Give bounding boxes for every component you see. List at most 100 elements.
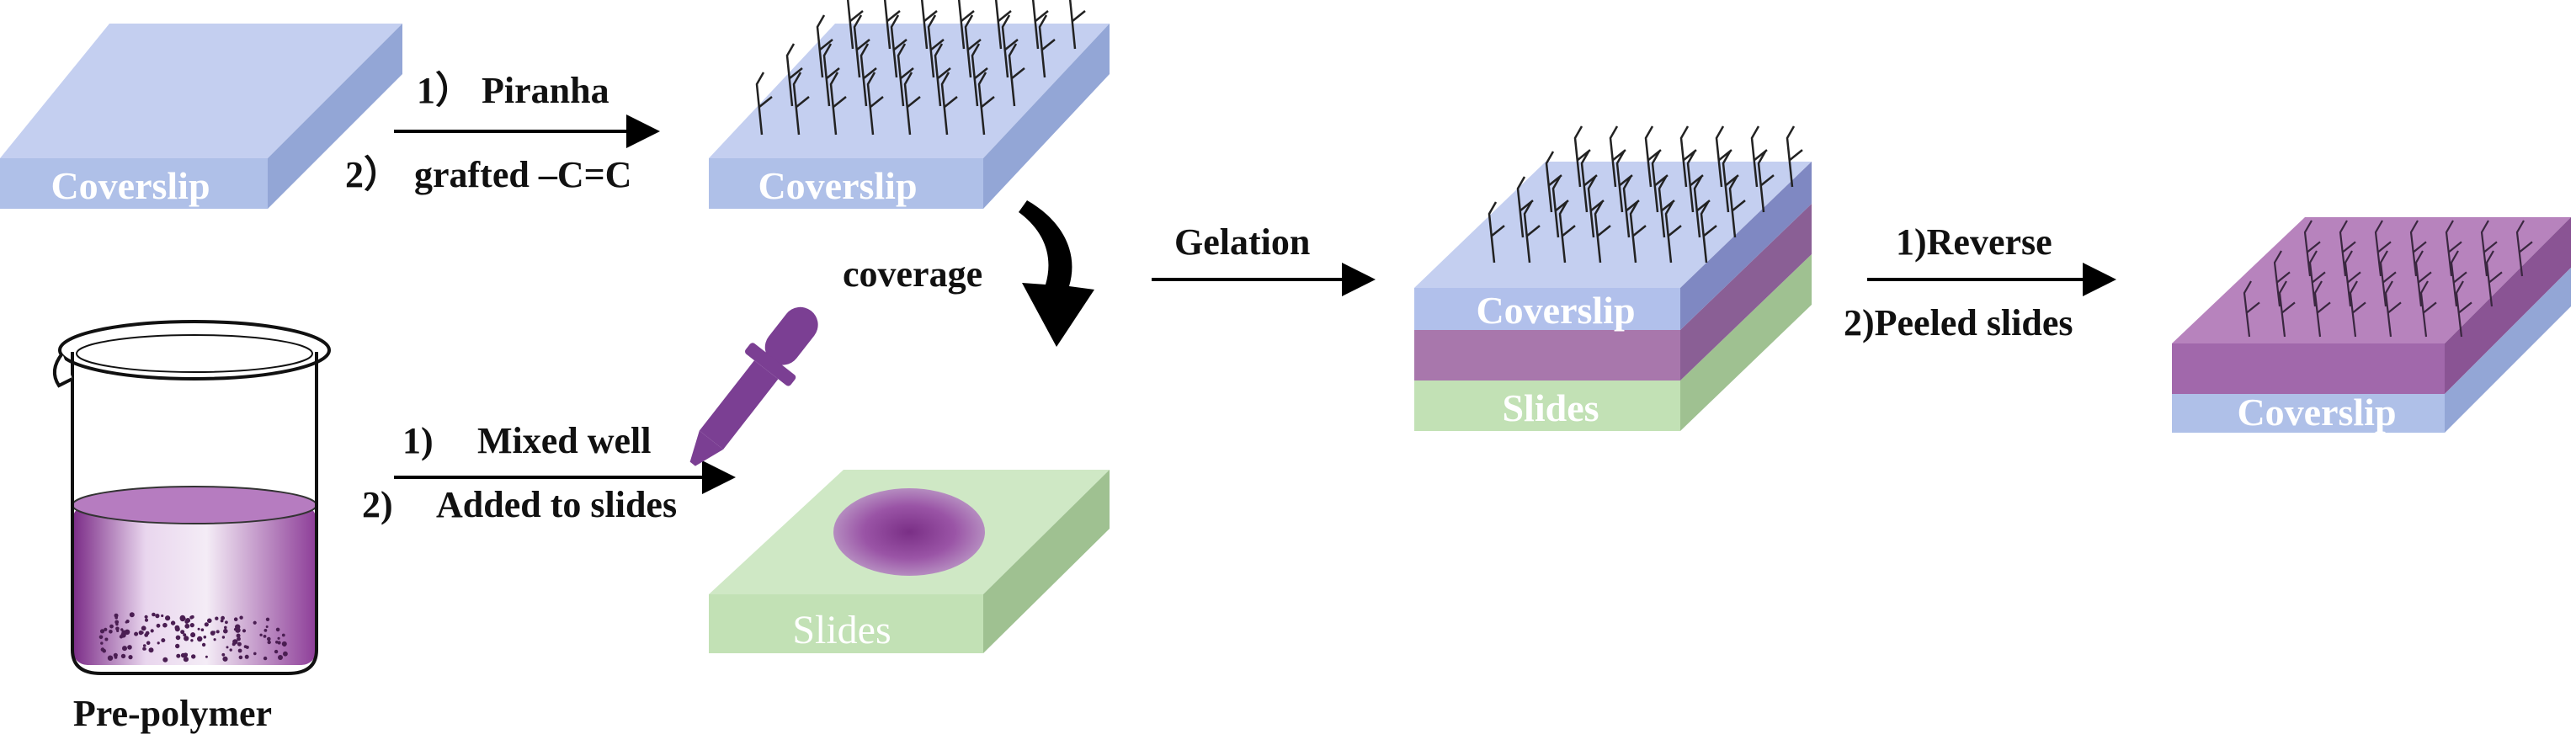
particle [222,656,228,662]
particle [125,620,130,624]
particle [201,642,206,647]
particle [225,620,228,625]
polymer-chain [1587,176,1605,238]
particle [161,638,166,643]
particle [233,617,238,621]
polymer-chain [890,14,907,78]
polymer-chain [977,72,995,136]
final-hydrogel-coverslip: Coverslip [2172,217,2571,434]
step-coverage: coverage [843,200,1094,347]
step-mixed-label: Mixed well [477,420,652,461]
polymer-chain [1786,125,1803,188]
step-number: 2） [345,154,401,195]
particle [109,630,113,634]
particle [183,657,189,663]
sandwich-assembly: Slides Coverslip [1414,125,1812,431]
particle [190,639,194,642]
polymer-chain [1622,176,1640,238]
particle [278,655,283,660]
particle [174,626,180,632]
particle [221,636,226,639]
particle [184,636,189,641]
particle [114,656,118,659]
particle [179,615,186,621]
polymer-chain [2379,250,2397,307]
particle [263,656,268,661]
beaker: Pre-polymer [52,320,331,734]
particle [100,641,104,645]
particle [104,637,109,641]
sandwich-gel-front [1414,330,1680,380]
particle [165,615,171,621]
particle [134,631,139,636]
particle [189,615,194,620]
particle [223,628,228,634]
beaker-liquid-surface [72,486,317,524]
polymer-chain [1644,125,1662,188]
polymer-chain [2384,280,2402,338]
particle [191,654,196,659]
gelation-label: Gelation [1174,221,1310,263]
beaker-spout [52,352,73,388]
particle [265,625,269,628]
particle [216,630,220,634]
particle [253,620,257,625]
particle [104,627,108,631]
step-peeled-label: 2)Peeled slides [1844,302,2073,343]
polymer-chain [2419,280,2437,338]
polymer-chain [1658,176,1675,238]
coverslip-label: Coverslip [758,164,917,207]
particle [215,616,219,620]
coverslip-grafted-front [709,158,983,209]
particle [114,616,118,620]
particle [122,646,127,652]
particle [115,622,119,626]
particle [183,633,187,637]
step-reverse-label: 1)Reverse [1896,221,2052,263]
polymer-chain [1008,43,1025,107]
coverage-label: coverage [843,253,982,295]
particle [205,655,208,658]
particle [190,632,195,637]
polymer-chain [1031,0,1049,50]
polymer-chain [1615,151,1633,213]
polymer-chain [1545,151,1562,213]
particle [239,615,243,620]
sandwich-slides-side [1680,254,1812,431]
particle [283,643,286,647]
particle [155,614,160,619]
particle [175,643,180,649]
polymer-chain [971,43,988,107]
polymer-chain [1715,125,1732,188]
polymer-chain [920,0,938,50]
particle [197,627,200,631]
particle [184,620,189,624]
sandwich-coverslip-front [1414,288,1680,330]
particle [200,628,205,631]
step-number: 2) [362,484,393,525]
step-graft: 1） Piranha 2） grafted –C=C [345,70,660,195]
step-number: 1） [417,70,472,111]
particle [116,629,120,633]
polymer-chain [1609,125,1626,188]
polymer-chain [934,43,951,107]
slides-label: Slides [792,608,891,652]
final-gel-front [2172,343,2445,394]
particle [180,630,185,635]
particle [99,629,105,634]
particle [237,641,242,647]
coverslip-grafted: Coverslip [709,0,1110,209]
particle [243,645,247,648]
dropper-bulb [764,306,818,365]
polymer-chain [957,0,975,50]
polymer-chain [2450,250,2467,307]
polymer-chain [2273,250,2291,307]
polymer-chain [2349,280,2366,338]
particle [146,641,151,646]
particle [119,635,124,639]
particle [124,629,130,635]
particle [162,657,168,663]
polymer-chain [1679,125,1697,188]
sandwich-coverslip-side [1680,162,1812,330]
particle [152,612,156,617]
